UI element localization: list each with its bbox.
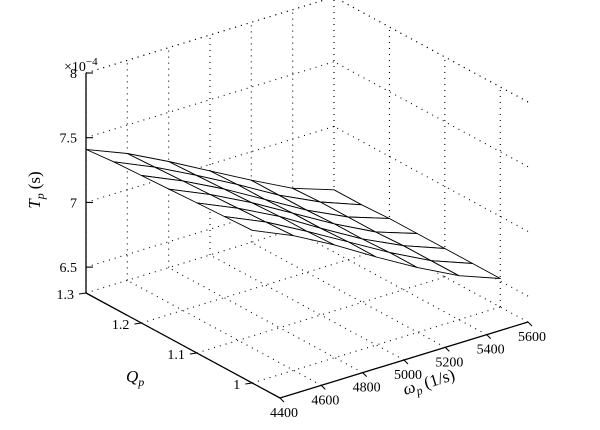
grid-floor-x: [168, 267, 363, 374]
z-tick-label: 7: [70, 196, 77, 211]
grid-top-edge: [338, 0, 529, 103]
y-tick-label: 1.3: [57, 288, 75, 303]
z-tick-label: 7.5: [60, 132, 78, 147]
z-tick-label: 8: [70, 67, 77, 82]
grid-floor-y: [141, 246, 390, 324]
x-tick-mark: [362, 372, 368, 378]
axes: [78, 72, 533, 403]
x-tick-mark: [486, 334, 492, 340]
grid-wall-z-right: [338, 0, 529, 103]
y-tick-mark: [78, 292, 87, 295]
grid-wall-z-back: [85, 61, 335, 139]
grid-wall-z-right: [333, 125, 529, 232]
x-tick-label: 4400: [270, 406, 298, 421]
y-tick-label: 1.2: [112, 318, 130, 333]
z-tick-label: 6.5: [60, 261, 78, 276]
grid-top-edge: [85, 0, 327, 74]
grid-floor-x: [292, 229, 487, 336]
y-tick-mark: [245, 382, 253, 385]
y-axis-title: Qp: [126, 367, 144, 389]
x-tick-mark: [320, 384, 326, 390]
z-exponent-power: −4: [86, 56, 98, 68]
tick-labels: 4400 4600 4800 5000 5200 5400 5600 1 1.1 1.2 1.3 6.…: [57, 67, 547, 421]
x-tick-label: 5200: [435, 355, 463, 370]
grid-wall-z-right: [333, 61, 529, 168]
x-tick-label: 5400: [477, 343, 505, 358]
x-tick-label: 5000: [394, 368, 422, 383]
y-tick-label: 1.1: [167, 348, 185, 363]
grid-lines: [85, 0, 529, 399]
surface-mesh: [85, 148, 501, 279]
z-axis-title: Tp(s): [25, 171, 47, 208]
grid-floor-x: [333, 216, 529, 323]
z-exponent-label: ×10−4: [64, 56, 98, 75]
x-tick-mark: [527, 321, 533, 327]
x-tick-mark: [444, 346, 450, 352]
grid-wall-z-back: [85, 125, 335, 203]
grid-floor-y: [196, 276, 446, 354]
x-tick-label: 4800: [353, 381, 381, 396]
x-tick-mark: [403, 359, 409, 365]
surface-cell: [430, 260, 501, 279]
x-tick-label: 4600: [311, 393, 339, 408]
y-tick-mark: [189, 352, 197, 355]
grid-floor-x: [251, 241, 446, 348]
x-tick-label: 5600: [518, 330, 546, 345]
y-axis-line: [85, 292, 281, 399]
y-tick-label: 1: [233, 378, 240, 393]
grid-floor-x: [127, 279, 322, 386]
grid-floor-x: [209, 254, 405, 361]
grid-floor-y: [252, 306, 501, 384]
x-tick-mark: [279, 397, 285, 403]
y-tick-mark: [134, 322, 142, 325]
